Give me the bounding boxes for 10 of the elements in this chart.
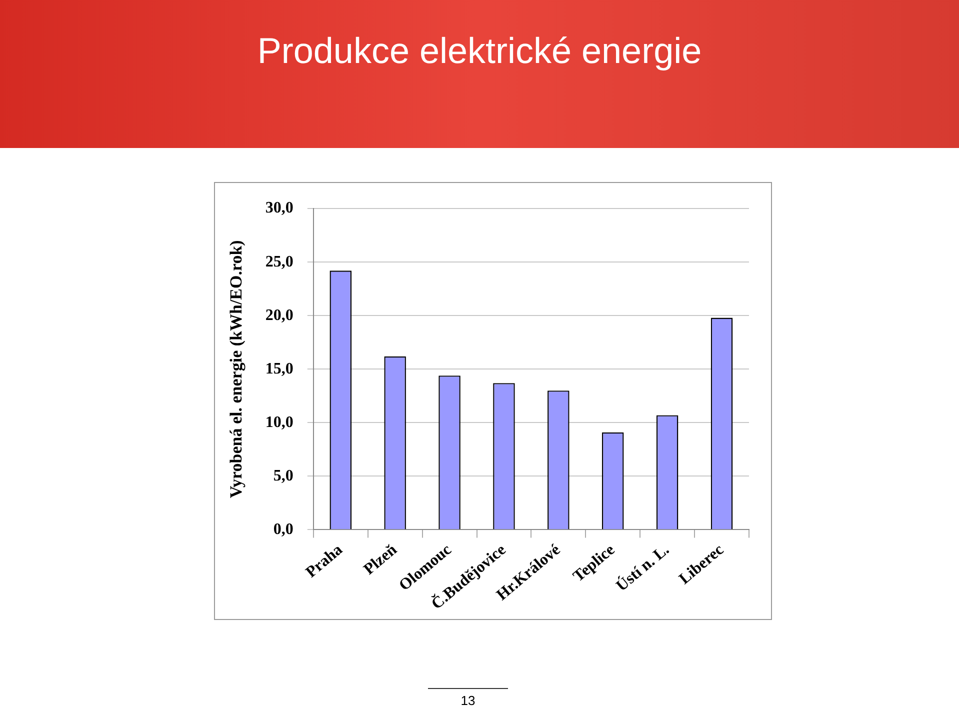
y-tick-label: 25,0 [265, 253, 294, 270]
y-tick-label: 10,0 [265, 414, 294, 431]
chart-title: Produkce elektrické energie [256, 30, 703, 72]
y-tick-label: 15,0 [265, 360, 294, 378]
text: 13 [428, 688, 508, 708]
y-tick-label: 20,0 [265, 306, 294, 324]
y-tick-label: 0,0 [273, 520, 294, 538]
y-axis-title: Vyrobená el. energie (kWh/EO.rok) [226, 240, 246, 498]
y-tick-label: 30,0 [265, 200, 294, 217]
y-tick-label: 5,0 [273, 467, 294, 484]
